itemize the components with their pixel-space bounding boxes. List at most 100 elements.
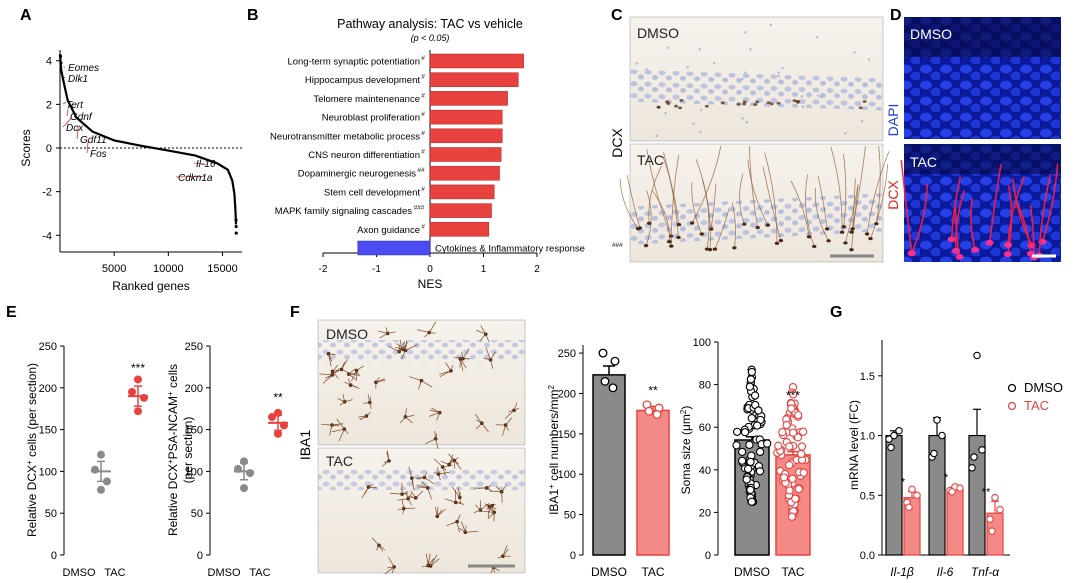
a-score-curve — [58, 54, 238, 225]
f-microglia-process — [502, 545, 508, 557]
a-annotation-tert: Tert — [66, 100, 84, 111]
c-dcx-cell — [765, 223, 771, 227]
f-microglia-process — [433, 458, 443, 468]
a-x-tick-label: 15000 — [207, 263, 238, 275]
a-annotation-leader — [63, 76, 66, 79]
c-dcx-cell — [755, 225, 760, 230]
f-microglia-process — [364, 486, 369, 494]
c-dcx-cell — [646, 221, 652, 225]
b-title: Pathway analysis: TAC vs vehicle — [337, 17, 523, 31]
f-microglia-process — [368, 486, 377, 489]
f-y-tick-label: 0 — [705, 550, 711, 562]
g-bar — [885, 434, 903, 556]
d-dcx-soma — [907, 250, 916, 257]
f-microglia-process — [416, 484, 428, 489]
f-y-tick-label: 20 — [699, 507, 711, 519]
a-annotation-leader — [66, 108, 69, 117]
g-y-tick-label: 0.0 — [860, 550, 875, 562]
c-dcx-dendrite — [691, 145, 722, 224]
panel-g-mrna: mRNA level (FC) 0.0 0.5 1.0 1.5 * Il-1β * Il-6 *… — [847, 340, 1063, 579]
c-background-nucleus — [749, 47, 752, 51]
f-microglia-process — [460, 358, 467, 369]
f-microglia-process — [444, 498, 456, 503]
f2-y-label: Soma size (μm2) — [679, 406, 694, 495]
g-data-point — [948, 487, 956, 496]
f-microglia-process — [439, 370, 452, 375]
a-annotation-leader — [62, 101, 67, 105]
f-microglia-process — [429, 332, 436, 334]
f-data-point — [755, 447, 765, 457]
b-x-tick-label: 0 — [427, 264, 433, 275]
e-data-point — [134, 375, 142, 384]
c-dcx-cell — [849, 248, 854, 252]
f-microglia-process — [405, 416, 413, 423]
c-dcx-cell — [766, 101, 771, 105]
f-microglia-process — [406, 495, 416, 499]
f-microglia-process — [332, 371, 339, 379]
f-microglia-process — [501, 491, 503, 503]
c-dcx-cell — [795, 100, 800, 104]
c-dcx-cell — [792, 99, 797, 103]
c-background-nucleus — [853, 51, 856, 54]
c-dcx-cell — [637, 226, 643, 230]
g-data-point — [988, 527, 996, 535]
f-data-point — [797, 449, 806, 459]
b-category-label: MAPK family signaling cascades — [275, 206, 413, 217]
f-microglia-process — [332, 369, 340, 372]
c-dcx-cell — [712, 247, 718, 251]
e-y-tick-label: 0 — [197, 550, 203, 562]
f-microglia-process — [342, 394, 346, 402]
f-data-point — [752, 421, 762, 430]
f-microglia-process — [339, 401, 345, 406]
c-dcx-dendrite — [814, 187, 829, 241]
c-dcx-cell — [864, 232, 870, 236]
b-x-tick-label: 1 — [481, 264, 487, 275]
f-microglia-process — [398, 345, 406, 352]
g-y-tick-label: 1.0 — [860, 431, 875, 443]
f-data-point — [779, 473, 789, 482]
f-data-point — [788, 474, 797, 483]
e-data-point — [240, 457, 248, 466]
c-dcx-cell — [769, 102, 774, 106]
f-data-point — [747, 414, 756, 423]
c-background-nucleus — [769, 23, 773, 26]
e-data-point — [234, 464, 242, 473]
f-microglia-process — [430, 558, 440, 567]
e-data-point — [280, 421, 288, 430]
f-bar — [592, 374, 626, 556]
e2-y-label-line1: Relative DCX+PSA-NCAM+ cells — [166, 364, 181, 536]
a-x-tick-label: 10000 — [153, 263, 184, 275]
c-dcx-cell — [656, 106, 661, 109]
f-bar — [636, 409, 670, 556]
f-microglia-process — [438, 471, 450, 475]
panel-b-pathway: Pathway analysis: TAC vs vehicle (p < 0.… — [270, 17, 623, 291]
g-category-label: Tnf-α — [971, 565, 1000, 579]
f-data-point — [600, 376, 610, 386]
f-tac-granule-layer — [318, 470, 525, 490]
g-data-point — [895, 427, 903, 435]
f-microglia-process — [504, 410, 515, 419]
f-data-point — [747, 497, 756, 506]
f-microglia-process — [440, 460, 450, 465]
c-background-nucleus — [860, 119, 864, 123]
f-data-point — [774, 441, 783, 450]
f-data-point — [746, 485, 755, 495]
f-data-point — [732, 427, 742, 436]
a-x-tick-label: 5000 — [102, 263, 126, 275]
e-y-tick-label: 200 — [185, 383, 203, 395]
f-microglia-process — [437, 508, 446, 517]
a-annotation-leader — [193, 162, 207, 165]
g-legend-marker — [1007, 401, 1017, 411]
c-dcx-cell — [666, 102, 671, 105]
f-data-point — [747, 367, 756, 377]
g-data-point — [968, 464, 976, 472]
b-mark: # — [421, 149, 425, 156]
a-y-tick-label: 4 — [46, 56, 52, 68]
f-microglia-process — [429, 409, 440, 413]
c-dcx-dendrite — [619, 178, 639, 229]
b-mark: ## — [417, 167, 425, 174]
f-microglia-process — [457, 486, 461, 498]
c-dcx-dendrite — [626, 175, 641, 229]
d-dcx-process — [1041, 163, 1059, 242]
f-microglia-process — [424, 477, 435, 485]
